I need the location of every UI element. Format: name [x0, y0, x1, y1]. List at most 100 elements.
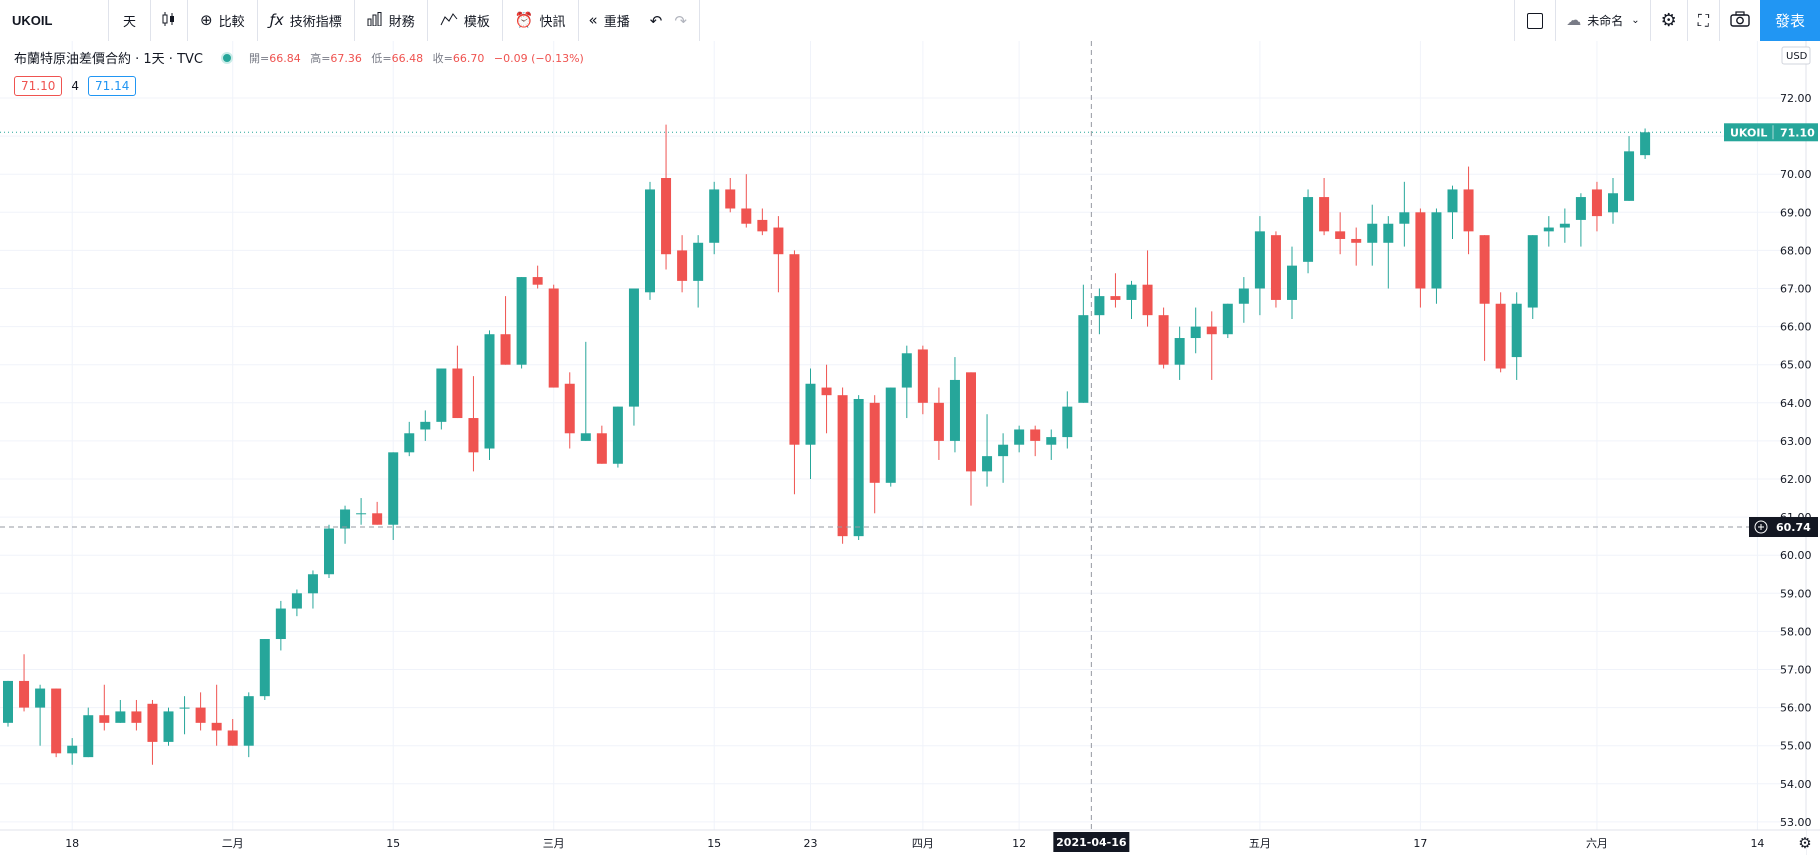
candle-body[interactable]	[661, 178, 672, 255]
candle-body[interactable]	[340, 509, 351, 529]
candle-body[interactable]	[1287, 265, 1297, 300]
candle-body[interactable]	[195, 707, 206, 723]
candle-body[interactable]	[805, 383, 816, 445]
candle-body[interactable]	[35, 688, 46, 708]
candle-body[interactable]	[1046, 437, 1057, 445]
candle-body[interactable]	[3, 680, 13, 723]
candle-body[interactable]	[1591, 189, 1602, 217]
candle-body[interactable]	[115, 711, 126, 723]
candle-body[interactable]	[484, 334, 495, 449]
candle-body[interactable]	[324, 528, 334, 575]
candle-body[interactable]	[564, 383, 575, 434]
sell-price-button[interactable]: 71.10	[14, 76, 63, 96]
candle-body[interactable]	[452, 368, 463, 419]
financials-button[interactable]: 財務	[355, 0, 428, 41]
candle-body[interactable]	[917, 349, 928, 403]
candle-body[interactable]	[291, 593, 302, 609]
candle-body[interactable]	[83, 715, 94, 758]
candle-body[interactable]	[1495, 303, 1506, 369]
undo-button[interactable]: ↶	[640, 0, 669, 41]
buy-price-button[interactable]: 71.14	[88, 76, 137, 96]
candle-body[interactable]	[211, 722, 222, 731]
candle-body[interactable]	[259, 639, 270, 697]
candle-body[interactable]	[933, 402, 944, 441]
candle-body[interactable]	[885, 387, 896, 483]
currency-badge[interactable]	[1781, 46, 1811, 65]
candle-body[interactable]	[1014, 429, 1025, 445]
indicators-button[interactable]: ƒx 技術指標	[258, 0, 355, 41]
candle-body[interactable]	[1206, 326, 1217, 335]
candle-body[interactable]	[516, 277, 527, 365]
candle-body[interactable]	[645, 189, 655, 293]
candle-body[interactable]	[998, 444, 1009, 457]
candle-body[interactable]	[693, 242, 704, 281]
candle-body[interactable]	[1270, 235, 1281, 300]
candle-body[interactable]	[548, 288, 559, 388]
candle-body[interactable]	[773, 227, 784, 255]
market-status-icon[interactable]	[220, 51, 233, 64]
interval-button[interactable]: 天	[109, 0, 152, 41]
snapshot-button[interactable]	[1719, 0, 1760, 41]
candle-body[interactable]	[1222, 303, 1233, 335]
candle-body[interactable]	[420, 421, 431, 430]
candle-body[interactable]	[1078, 315, 1089, 403]
candle-body[interactable]	[1511, 303, 1522, 358]
candle-body[interactable]	[725, 189, 736, 209]
candle-body[interactable]	[1319, 197, 1330, 232]
settings-button[interactable]: ⚙	[1649, 0, 1687, 41]
candle-body[interactable]	[51, 688, 62, 754]
chart-type-button[interactable]	[151, 0, 189, 41]
templates-button[interactable]: 模板	[428, 0, 503, 41]
candle-body[interactable]	[275, 608, 286, 640]
candle-body[interactable]	[131, 711, 142, 723]
candle-body[interactable]	[1062, 406, 1073, 438]
candle-body[interactable]	[709, 189, 720, 243]
candle-body[interactable]	[404, 433, 415, 453]
candle-body[interactable]	[596, 433, 607, 464]
candle-body[interactable]	[1190, 326, 1201, 339]
layout-select-button[interactable]	[1514, 0, 1555, 41]
candle-body[interactable]	[356, 513, 367, 515]
redo-button[interactable]: ↷	[668, 0, 700, 41]
candlestick-chart[interactable]: 53.00 54.00 55.00 56.00 57.00 58.00 59.00 60.00…	[0, 41, 1820, 855]
fullscreen-button[interactable]: ⛶	[1686, 0, 1719, 41]
candle-body[interactable]	[227, 730, 238, 746]
candle-body[interactable]	[1447, 189, 1458, 213]
add-circle-icon[interactable]	[1754, 520, 1768, 534]
candle-body[interactable]	[1575, 197, 1586, 220]
chart-area[interactable]: 53.00 54.00 55.00 56.00 57.00 58.00 59.00 60.00…	[0, 41, 1820, 855]
candle-body[interactable]	[741, 208, 752, 224]
candle-body[interactable]	[966, 372, 976, 472]
candle-body[interactable]	[1158, 315, 1169, 365]
symbol-search-button[interactable]: UKOIL	[0, 0, 109, 41]
candle-body[interactable]	[388, 452, 399, 525]
compare-button[interactable]: ⊕ 比較	[188, 0, 258, 41]
candle-body[interactable]	[67, 745, 78, 754]
candle-body[interactable]	[99, 715, 110, 723]
candle-body[interactable]	[1238, 288, 1249, 304]
candle-body[interactable]	[1640, 132, 1651, 156]
candle-body[interactable]	[1367, 223, 1378, 243]
candle-body[interactable]	[1254, 231, 1265, 289]
candle-body[interactable]	[789, 254, 800, 445]
candle-body[interactable]	[982, 456, 993, 472]
candle-body[interactable]	[1142, 284, 1153, 316]
candle-body[interactable]	[1335, 231, 1346, 239]
candle-body[interactable]	[1399, 212, 1410, 224]
candle-body[interactable]	[307, 574, 318, 594]
alerts-button[interactable]: ⏰ 快訊	[503, 0, 579, 41]
candle-body[interactable]	[1094, 296, 1105, 316]
candle-body[interactable]	[1110, 296, 1121, 300]
candle-body[interactable]	[1030, 429, 1041, 441]
candle-body[interactable]	[1303, 197, 1314, 262]
replay-button[interactable]: « 重播	[579, 0, 640, 41]
candle-body[interactable]	[468, 418, 479, 453]
candle-body[interactable]	[179, 707, 190, 709]
candle-body[interactable]	[243, 696, 254, 746]
candle-body[interactable]	[19, 680, 30, 708]
candle-body[interactable]	[1527, 235, 1538, 308]
candle-body[interactable]	[500, 334, 511, 365]
candle-body[interactable]	[1415, 212, 1426, 289]
publish-button[interactable]: 發表	[1760, 0, 1820, 41]
candle-body[interactable]	[757, 219, 768, 232]
